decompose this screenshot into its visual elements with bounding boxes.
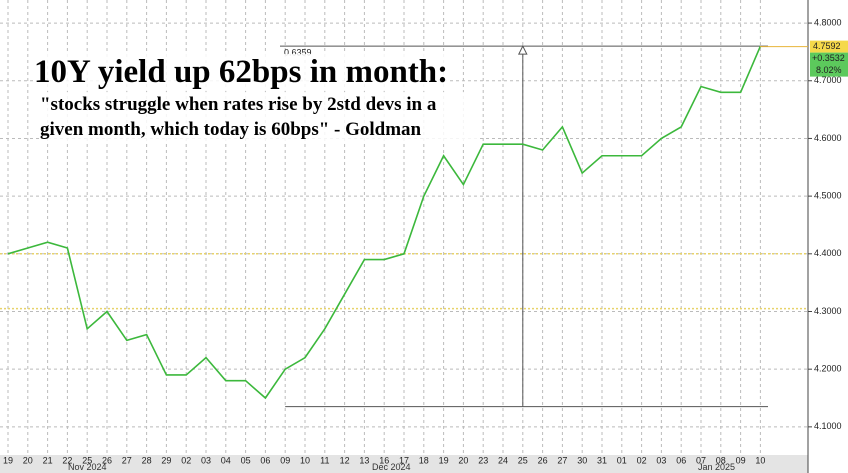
change-label: +0.3532 <box>812 53 845 63</box>
x-tick-label: 25 <box>518 455 528 465</box>
x-tick-label: 03 <box>201 455 211 465</box>
change-box <box>810 52 848 77</box>
x-tick-label: 02 <box>637 455 647 465</box>
y-tick-label: 4.1000 <box>814 421 842 431</box>
x-tick-label: 19 <box>439 455 449 465</box>
chart-title: 10Y yield up 62bps in month: <box>34 54 449 91</box>
x-tick-label: 16 <box>379 455 389 465</box>
x-tick-label: 11 <box>320 455 329 465</box>
x-tick-label: 10 <box>755 455 765 465</box>
y-tick-label: 4.6000 <box>814 133 842 143</box>
x-tick-label: 30 <box>577 455 587 465</box>
x-tick-label: 01 <box>617 455 627 465</box>
x-tick-label: 24 <box>498 455 508 465</box>
pct-label: 8.02% <box>816 65 842 75</box>
x-tick-label: 17 <box>399 455 409 465</box>
x-tick-label: 28 <box>142 455 152 465</box>
x-tick-label: 10 <box>300 455 310 465</box>
x-tick-label: 04 <box>221 455 231 465</box>
x-axis-strip <box>0 455 808 473</box>
y-tick-label: 4.7000 <box>814 75 842 85</box>
x-tick-label: 18 <box>419 455 429 465</box>
x-tick-label: 31 <box>597 455 607 465</box>
x-tick-label: 26 <box>538 455 548 465</box>
month-label: Dec 2024 <box>372 462 411 472</box>
month-label: Nov 2024 <box>68 462 107 472</box>
month-label: Jan 2025 <box>698 462 736 472</box>
x-tick-label: 25 <box>82 455 92 465</box>
x-tick-label: 07 <box>696 455 706 465</box>
x-tick-label: 27 <box>122 455 132 465</box>
y-tick-label: 4.3000 <box>814 306 842 316</box>
measure-label: 0.6359 <box>284 48 312 58</box>
x-tick-label: 09 <box>280 455 290 465</box>
y-tick-label: 4.2000 <box>814 364 842 374</box>
arrow-head <box>517 45 528 55</box>
x-tick-label: 13 <box>359 455 369 465</box>
y-tick-label: 4.4000 <box>814 248 842 258</box>
x-tick-label: 06 <box>260 455 270 465</box>
x-tick-label: 20 <box>458 455 468 465</box>
x-tick-label: 08 <box>716 455 726 465</box>
x-tick-label: 09 <box>736 455 746 465</box>
price-line <box>7 45 762 400</box>
x-tick-label: 23 <box>478 455 488 465</box>
x-tick-label: 29 <box>161 455 171 465</box>
x-tick-label: 05 <box>241 455 251 465</box>
x-tick-label: 22 <box>62 455 72 465</box>
x-tick-label: 19 <box>3 455 13 465</box>
x-tick-label: 03 <box>656 455 666 465</box>
last-box <box>810 40 848 53</box>
last-label: 4.7592 <box>813 41 841 51</box>
chart-subtitle: "stocks struggle when rates rise by 2std… <box>40 92 480 142</box>
x-tick-label: 06 <box>676 455 686 465</box>
x-tick-label: 26 <box>102 455 112 465</box>
x-tick-label: 20 <box>23 455 33 465</box>
x-tick-label: 02 <box>181 455 191 465</box>
y-tick-label: 4.8000 <box>814 17 842 27</box>
y-tick-label: 4.5000 <box>814 190 842 200</box>
x-tick-label: 12 <box>340 455 350 465</box>
x-tick-label: 27 <box>557 455 567 465</box>
x-tick-label: 21 <box>43 455 53 465</box>
